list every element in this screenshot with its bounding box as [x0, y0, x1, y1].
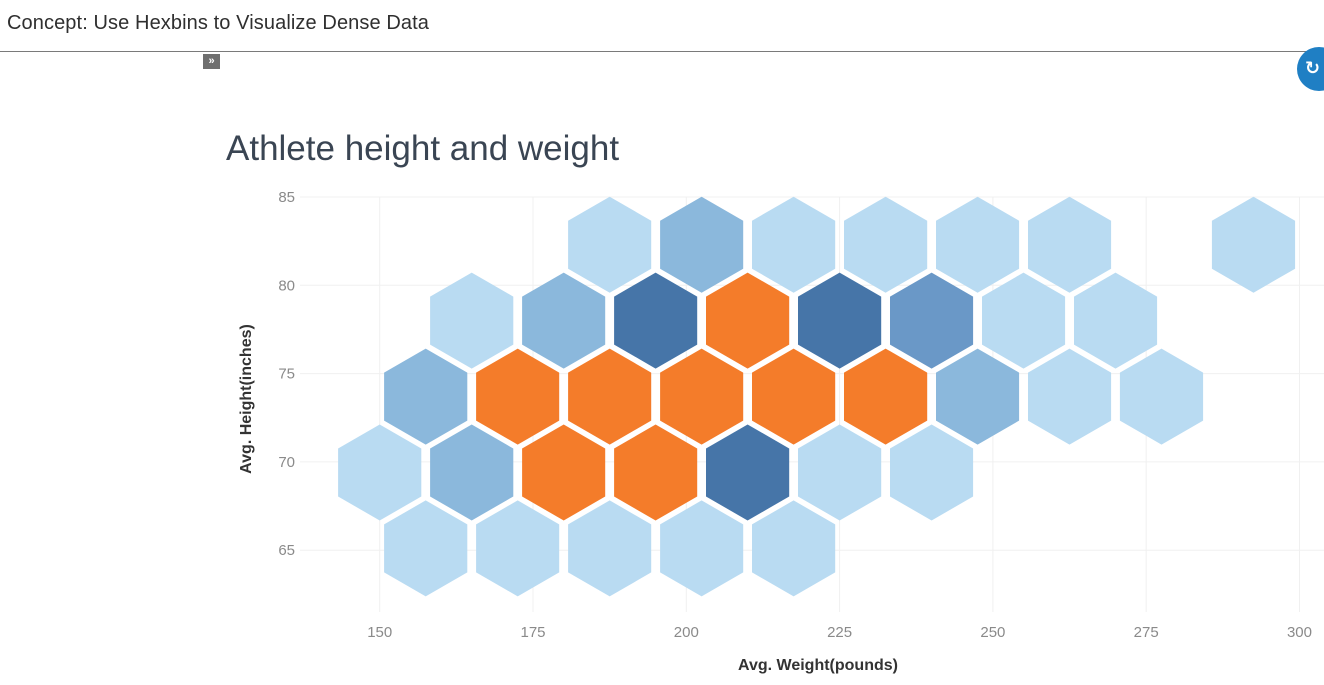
hexbin-light — [338, 424, 422, 521]
hexbin-light — [568, 196, 652, 293]
hexbin-light — [1028, 348, 1112, 445]
hexbin-light — [752, 500, 836, 597]
hexbin-medium — [430, 424, 514, 521]
hexbin-light — [1028, 196, 1112, 293]
hexbin-medium — [522, 272, 606, 369]
hexbin-light — [1074, 272, 1158, 369]
hexbin-medium_dark — [890, 272, 974, 369]
y-tick-label: 75 — [278, 366, 295, 383]
expand-sidebar-button[interactable]: » — [203, 54, 220, 69]
x-tick-label: 275 — [1134, 624, 1159, 641]
hexbin-light — [568, 500, 652, 597]
hexbin-highest — [476, 348, 560, 445]
x-tick-label: 200 — [674, 624, 699, 641]
y-tick-label: 85 — [278, 189, 295, 206]
hexbin-light — [430, 272, 514, 369]
hexbin-highest — [522, 424, 606, 521]
x-tick-label: 150 — [367, 624, 392, 641]
hexbin-dark — [798, 272, 882, 369]
hexbin-light — [660, 500, 744, 597]
hexbin-highest — [614, 424, 698, 521]
hexbin-highest — [706, 272, 790, 369]
hexbin-light — [1119, 348, 1204, 445]
chart-title: Athlete height and weight — [226, 129, 619, 168]
hexbin-medium — [936, 348, 1020, 445]
hexbin-highest — [844, 348, 928, 445]
hexbin-medium — [660, 196, 744, 293]
hexbin-light — [384, 500, 468, 597]
hexbin-medium — [384, 348, 468, 445]
hexbin-layer — [338, 196, 1296, 597]
x-tick-label: 300 — [1287, 624, 1312, 641]
y-tick-label: 65 — [278, 542, 295, 559]
x-tick-label: 225 — [827, 624, 852, 641]
refresh-icon: ↻ — [1305, 58, 1321, 78]
hexbin-highest — [568, 348, 652, 445]
page-title: Concept: Use Hexbins to Visualize Dense … — [7, 12, 430, 34]
hexbin-light — [844, 196, 928, 293]
x-axis-label: Avg. Weight(pounds) — [738, 657, 898, 674]
hexbin-light — [936, 196, 1020, 293]
hexbin-highest — [752, 348, 836, 445]
hexbin-light — [982, 272, 1066, 369]
hexbin-light — [476, 500, 560, 597]
y-axis-label: Avg. Height(inches) — [238, 324, 255, 474]
y-axis-ticks: 65 70 75 80 85 — [278, 189, 295, 559]
x-tick-label: 250 — [980, 624, 1005, 641]
y-tick-label: 70 — [278, 454, 295, 471]
x-tick-label: 175 — [520, 624, 545, 641]
hexbin-light — [890, 424, 974, 521]
hexbin-dark — [706, 424, 790, 521]
page-header: Concept: Use Hexbins to Visualize Dense … — [0, 0, 1324, 52]
x-axis-ticks: 150 175 200 225 250 275 300 — [367, 624, 1312, 641]
y-tick-label: 80 — [278, 277, 295, 294]
hexbin-light — [798, 424, 882, 521]
hexbin-light — [1211, 196, 1296, 293]
hexbin-highest — [660, 348, 744, 445]
hexbin-dark — [614, 272, 698, 369]
hexbin-light — [752, 196, 836, 293]
